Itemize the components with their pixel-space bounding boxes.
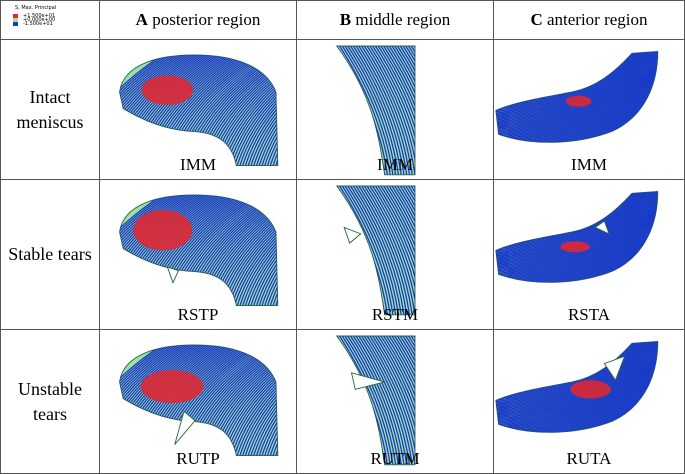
tear-notch (603, 355, 626, 382)
legend-value-low: -1.500e+01 (23, 21, 53, 27)
panel-caption: RUTM (370, 449, 420, 468)
stress-field-panel (495, 51, 659, 143)
principal-stress-vectors (119, 55, 278, 166)
legend-title: S, Max. Principal (15, 5, 57, 11)
legend-cell: S, Max. Principal +1.500e+01 +0.000e+00 … (0, 0, 100, 40)
legend-swatch-high (13, 14, 18, 18)
principal-stress-vectors (336, 336, 416, 465)
stress-legend: S, Max. Principal +1.500e+01 +0.000e+00 … (1, 1, 99, 39)
column-header-anterior: C anterior region (493, 0, 685, 40)
row-label-stable: Stable tears (0, 179, 100, 330)
panel-imm-anterior: IMM (493, 39, 685, 180)
legend-value-zero: +0.000e+00 (23, 17, 56, 23)
legend-swatch-low (13, 22, 18, 26)
panel-caption: IMM (180, 155, 216, 174)
panel-imm-middle: IMM (296, 39, 494, 180)
panel-caption: RUTA (566, 449, 612, 468)
stress-field-panel (335, 45, 416, 176)
panel-caption: IMM (571, 155, 607, 174)
panel-caption: IMM (377, 155, 413, 174)
panel-caption: RSTA (567, 305, 611, 324)
stress-field-panel (335, 335, 416, 466)
tear-notch (594, 220, 610, 235)
tear-notch (174, 410, 196, 445)
tear-notch (343, 226, 362, 244)
panel-caption: RUTP (176, 449, 220, 468)
panel-caption: RSTP (177, 305, 219, 324)
tear-notch (350, 372, 387, 390)
column-label: posterior region (152, 10, 261, 29)
panel-rutp: RUTP (99, 329, 297, 474)
column-letter: A (135, 10, 148, 29)
row-label-intact: Intact meniscus (0, 39, 100, 180)
legend-swatch-zero (13, 18, 18, 22)
stress-field-panel (119, 344, 279, 457)
stress-field-panel (119, 194, 279, 307)
stress-field-panel (119, 54, 279, 167)
row-label-unstable: Unstable tears (0, 329, 100, 474)
panel-rstm: RSTM (296, 179, 494, 330)
column-label: middle region (355, 10, 451, 29)
column-label: anterior region (546, 10, 648, 29)
column-letter: C (530, 10, 543, 29)
panel-ruta: RUTA (493, 329, 685, 474)
stress-field-panel (495, 191, 659, 283)
stress-field-panel (335, 185, 416, 316)
column-letter: B (339, 10, 352, 29)
panel-caption: RSTM (371, 305, 419, 324)
tear-notch (166, 266, 180, 284)
column-header-posterior: A posterior region (99, 0, 297, 40)
principal-stress-vectors (336, 186, 416, 315)
panel-rutm: RUTM (296, 329, 494, 474)
panel-imm-posterior: IMM (99, 39, 297, 180)
legend-value-high: +1.500e+01 (23, 13, 56, 19)
panel-rsta: RSTA (493, 179, 685, 330)
stress-field-panel (495, 341, 659, 433)
column-header-middle: B middle region (296, 0, 494, 40)
principal-stress-vectors (495, 191, 658, 283)
panel-rstp: RSTP (99, 179, 297, 330)
